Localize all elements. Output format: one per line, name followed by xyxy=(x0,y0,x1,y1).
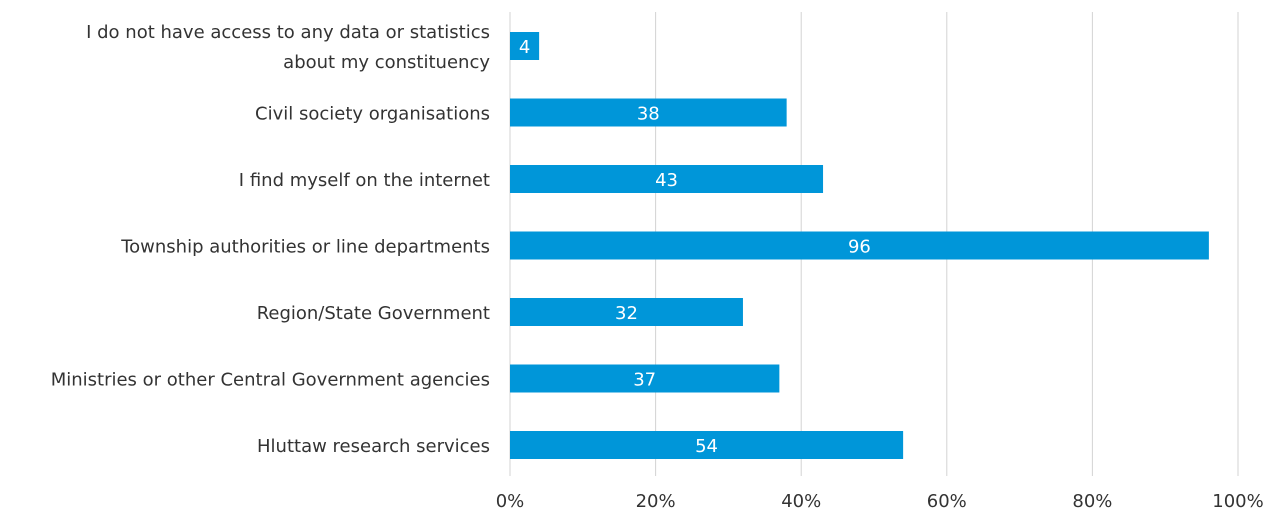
bar xyxy=(510,231,1209,260)
bar-value-label: 4 xyxy=(519,37,530,58)
bar-value-label: 96 xyxy=(848,237,871,258)
bar-value-label: 37 xyxy=(633,370,656,391)
category-label: Ministries or other Central Government a… xyxy=(51,370,490,391)
category-label: I do not have access to any data or stat… xyxy=(86,22,490,43)
x-tick-label: 40% xyxy=(781,491,821,512)
category-labels: I do not have access to any data or stat… xyxy=(51,22,491,457)
bar-value-label: 32 xyxy=(615,303,638,324)
bar xyxy=(510,298,743,326)
bar xyxy=(510,32,540,60)
category-label: Township authorities or line departments xyxy=(120,237,490,258)
bar-value-label: 43 xyxy=(655,170,678,191)
data-labels: 4 38 43 96 32 37 54 xyxy=(519,37,871,457)
bar xyxy=(510,165,824,193)
category-label: Civil society organisations xyxy=(255,104,490,125)
category-label: Region/State Government xyxy=(257,303,490,324)
bar xyxy=(510,431,904,459)
bar-value-label: 54 xyxy=(695,436,718,457)
x-axis-tick-labels: 0% 20% 40% 60% 80% 100% xyxy=(496,491,1264,512)
x-tick-label: 60% xyxy=(927,491,967,512)
bar xyxy=(510,364,780,393)
x-tick-label: 80% xyxy=(1072,491,1112,512)
category-label: about my constituency xyxy=(283,52,490,73)
bars xyxy=(510,32,1209,459)
bar xyxy=(510,98,787,127)
category-label: I find myself on the internet xyxy=(239,170,490,191)
x-tick-label: 100% xyxy=(1212,491,1263,512)
x-tick-label: 20% xyxy=(636,491,676,512)
x-tick-label: 0% xyxy=(496,491,525,512)
category-label: Hluttaw research services xyxy=(257,436,490,457)
bar-value-label: 38 xyxy=(637,104,660,125)
